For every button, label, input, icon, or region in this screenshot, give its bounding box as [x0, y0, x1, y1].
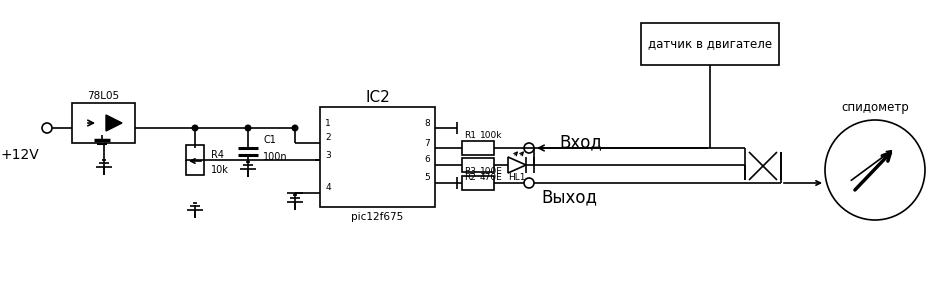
Text: 100E: 100E — [480, 166, 503, 175]
Text: 100n: 100n — [263, 152, 287, 162]
Bar — [186, 145, 204, 175]
Text: 1: 1 — [325, 118, 330, 127]
Text: 3: 3 — [325, 151, 330, 160]
Bar — [462, 158, 494, 172]
Text: 100k: 100k — [480, 131, 503, 140]
Text: pic12f675: pic12f675 — [351, 212, 403, 222]
Bar — [72, 103, 135, 143]
Circle shape — [192, 125, 197, 131]
Text: R2: R2 — [464, 173, 475, 181]
Bar — [462, 176, 494, 190]
Text: датчик в двигателе: датчик в двигателе — [648, 38, 772, 51]
Text: 5: 5 — [424, 173, 430, 182]
Polygon shape — [106, 115, 122, 131]
Text: 470E: 470E — [480, 173, 503, 181]
Bar — [641, 23, 779, 65]
Text: 4: 4 — [325, 184, 330, 192]
Bar — [320, 107, 435, 207]
Circle shape — [245, 125, 251, 131]
Text: 2: 2 — [325, 134, 330, 142]
Text: спидометр: спидометр — [841, 101, 909, 114]
Circle shape — [292, 125, 298, 131]
Text: Вход: Вход — [559, 133, 602, 151]
Text: R4: R4 — [211, 150, 224, 160]
Text: R3: R3 — [464, 166, 476, 175]
Text: 10k: 10k — [211, 165, 229, 175]
Text: HL1: HL1 — [508, 173, 526, 182]
Text: Выход: Выход — [541, 188, 597, 206]
Text: 8: 8 — [424, 118, 430, 127]
Text: 78L05: 78L05 — [87, 91, 120, 101]
Text: 7: 7 — [424, 138, 430, 147]
Text: IC2: IC2 — [365, 90, 390, 105]
Bar — [462, 141, 494, 155]
Text: +12V: +12V — [1, 148, 39, 162]
Text: C1: C1 — [263, 135, 276, 145]
Text: 6: 6 — [424, 155, 430, 164]
Text: R1: R1 — [464, 131, 476, 140]
